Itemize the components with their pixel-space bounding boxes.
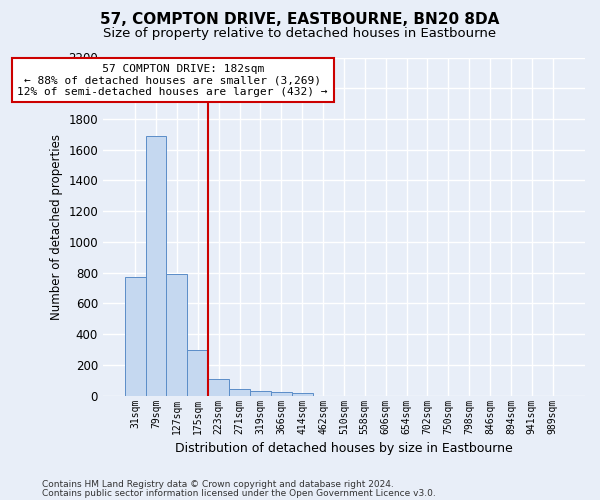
Bar (146, 136, 166, 396)
Text: Size of property relative to detached houses in Eastbourne: Size of property relative to detached ho… (103, 28, 497, 40)
Text: Contains HM Land Registry data © Crown copyright and database right 2024.: Contains HM Land Registry data © Crown c… (42, 480, 394, 489)
Bar (292, 392, 313, 396)
Bar (271, 392, 292, 396)
Bar (208, 378, 229, 396)
X-axis label: Distribution of detached houses by size in Eastbourne: Distribution of detached houses by size … (175, 442, 513, 455)
Bar (187, 350, 208, 396)
Text: 57 COMPTON DRIVE: 182sqm
← 88% of detached houses are smaller (3,269)
12% of sem: 57 COMPTON DRIVE: 182sqm ← 88% of detach… (17, 64, 328, 97)
Text: 57, COMPTON DRIVE, EASTBOURNE, BN20 8DA: 57, COMPTON DRIVE, EASTBOURNE, BN20 8DA (100, 12, 500, 28)
Text: Contains public sector information licensed under the Open Government Licence v3: Contains public sector information licen… (42, 489, 436, 498)
Bar (125, 278, 146, 396)
Bar (166, 274, 187, 396)
Bar (229, 388, 250, 396)
Y-axis label: Number of detached properties: Number of detached properties (50, 134, 62, 320)
Bar (250, 391, 271, 396)
